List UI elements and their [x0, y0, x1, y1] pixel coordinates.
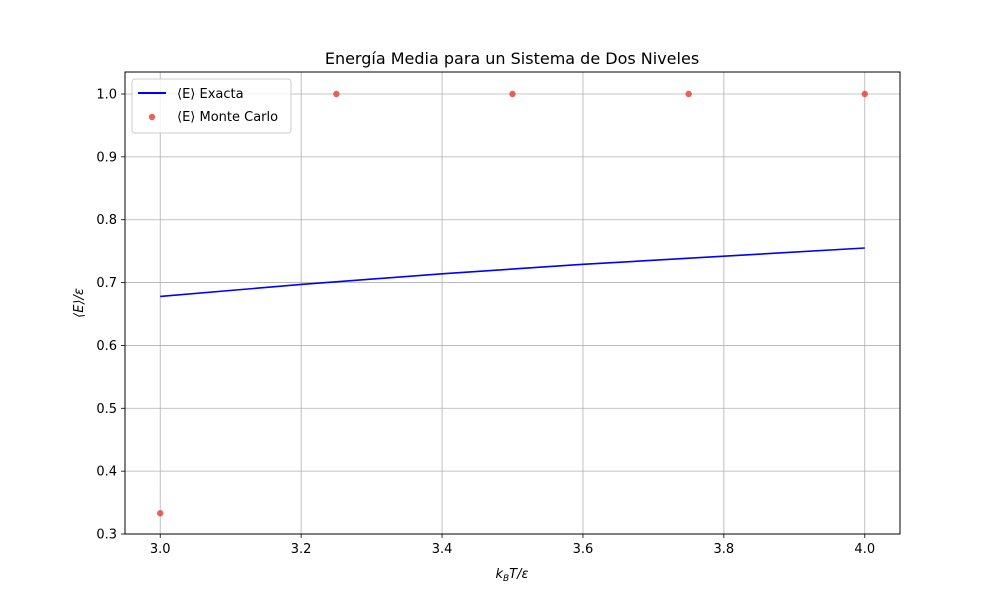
x-tick-label: 4.0: [854, 542, 875, 557]
chart-title: Energía Media para un Sistema de Dos Niv…: [325, 49, 699, 68]
plot-area: [157, 90, 868, 517]
y-axis-label: ⟨E⟩/ε: [72, 288, 87, 318]
y-tick-label: 1.0: [96, 88, 117, 103]
axes-frame: [124, 71, 901, 535]
x-tick-label: 3.0: [150, 542, 171, 557]
x-tick-label: 3.6: [573, 542, 594, 557]
x-tick-label: 3.2: [291, 542, 312, 557]
y-tick-label: 0.8: [96, 213, 117, 228]
y-axis-ticks: 0.3 0.4 0.5 0.6 0.7 0.8 0.9 1.0: [96, 88, 125, 543]
x-axis-ticks: 3.0 3.2 3.4 3.6 3.8 4.0: [150, 534, 875, 557]
scatter-point-monte-carlo: [861, 90, 868, 98]
legend-label-exacta: ⟨E⟩ Exacta: [177, 87, 244, 102]
y-tick-label: 0.5: [96, 402, 117, 417]
y-tick-label: 0.4: [96, 465, 117, 480]
y-tick-label: 0.9: [96, 150, 117, 165]
scatter-point-monte-carlo: [509, 90, 516, 98]
legend: ⟨E⟩ Exacta ⟨E⟩ Monte Carlo: [131, 78, 292, 134]
y-tick-label: 0.6: [96, 339, 117, 354]
series-line-exacta: [160, 247, 865, 298]
y-tick-label: 0.3: [96, 528, 117, 543]
scatter-point-monte-carlo: [333, 90, 340, 98]
x-tick-label: 3.8: [714, 542, 735, 557]
legend-box: [131, 78, 292, 134]
y-tick-label: 0.7: [96, 276, 117, 291]
scatter-point-monte-carlo: [685, 90, 692, 98]
x-axis-label: kBT/ε: [495, 567, 528, 584]
legend-label-monte-carlo: ⟨E⟩ Monte Carlo: [177, 110, 278, 125]
x-tick-label: 3.4: [432, 542, 453, 557]
scatter-point-monte-carlo: [157, 510, 164, 517]
legend-marker-swatch: [148, 113, 156, 121]
